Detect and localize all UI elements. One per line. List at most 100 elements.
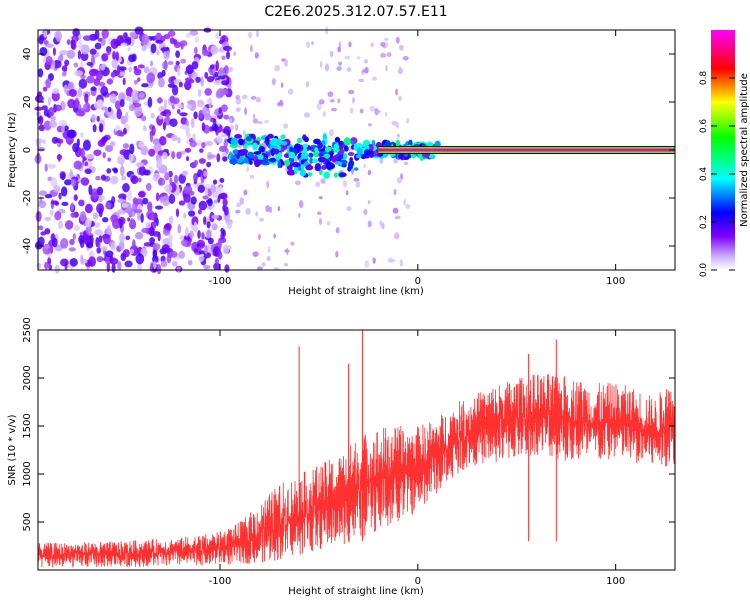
noise-blob bbox=[356, 56, 361, 60]
noise-blob bbox=[68, 247, 77, 252]
carrier-line-core bbox=[378, 148, 675, 152]
noise-blob bbox=[228, 118, 233, 124]
noise-blob bbox=[150, 112, 155, 119]
noise-blob bbox=[110, 71, 116, 78]
noise-blob bbox=[271, 78, 276, 86]
noise-blob bbox=[121, 202, 128, 208]
noise-blob bbox=[154, 205, 164, 210]
noise-blob bbox=[264, 119, 269, 124]
noise-blob bbox=[233, 51, 236, 56]
noise-blob bbox=[216, 153, 221, 163]
noise-blob bbox=[127, 217, 131, 222]
cluster-blob bbox=[253, 151, 262, 155]
noise-blob bbox=[190, 196, 197, 205]
noise-blob bbox=[93, 149, 102, 156]
noise-blob bbox=[219, 192, 228, 200]
noise-blob bbox=[141, 197, 149, 205]
cluster-blob bbox=[308, 152, 314, 158]
cluster-blob bbox=[300, 162, 305, 171]
noise-blob bbox=[217, 251, 223, 260]
noise-blob bbox=[396, 177, 402, 184]
noise-blob bbox=[77, 87, 83, 98]
noise-blob bbox=[181, 170, 189, 176]
noise-blob bbox=[116, 129, 123, 137]
noise-blob bbox=[138, 92, 145, 99]
noise-blob bbox=[162, 151, 168, 160]
noise-blob bbox=[152, 138, 161, 145]
noise-blob bbox=[218, 106, 222, 114]
noise-blob bbox=[372, 257, 376, 264]
noise-blob bbox=[133, 68, 142, 76]
noise-blob bbox=[177, 223, 182, 234]
noise-blob bbox=[221, 80, 230, 86]
noise-blob bbox=[135, 253, 145, 265]
noise-blob bbox=[175, 60, 180, 66]
noise-blob bbox=[163, 98, 167, 109]
noise-blob bbox=[153, 260, 157, 270]
noise-blob bbox=[133, 79, 138, 85]
noise-blob bbox=[101, 106, 108, 111]
cluster-blob bbox=[243, 157, 249, 164]
noise-blob bbox=[178, 250, 185, 259]
noise-blob bbox=[111, 263, 116, 273]
noise-blob bbox=[218, 67, 225, 77]
noise-blob bbox=[235, 107, 241, 112]
heatmap-x-tick-label: -100 bbox=[209, 276, 232, 287]
noise-blob bbox=[88, 256, 96, 267]
noise-blob bbox=[118, 92, 126, 103]
cluster-blob bbox=[296, 137, 302, 144]
noise-blob bbox=[187, 259, 193, 266]
noise-blob bbox=[40, 231, 47, 236]
noise-blob bbox=[183, 193, 191, 203]
noise-blob bbox=[66, 39, 71, 46]
noise-blob bbox=[43, 28, 48, 38]
cluster-blob bbox=[395, 139, 401, 147]
noise-blob bbox=[119, 71, 126, 77]
noise-blob bbox=[393, 188, 397, 196]
noise-blob bbox=[96, 115, 100, 122]
noise-blob bbox=[151, 125, 156, 136]
cluster-blob bbox=[343, 145, 349, 152]
noise-blob bbox=[167, 61, 174, 66]
noise-blob bbox=[394, 215, 401, 220]
noise-blob bbox=[48, 107, 55, 117]
noise-blob bbox=[49, 209, 54, 216]
cluster-blob bbox=[276, 138, 283, 146]
cluster-blob bbox=[427, 141, 433, 147]
noise-blob bbox=[100, 174, 107, 181]
noise-blob bbox=[94, 229, 103, 236]
cluster-blob bbox=[338, 172, 347, 178]
noise-blob bbox=[195, 76, 201, 83]
noise-blob bbox=[258, 233, 261, 241]
noise-blob bbox=[117, 198, 126, 204]
noise-blob bbox=[191, 61, 199, 70]
noise-blob bbox=[38, 36, 44, 45]
noise-blob bbox=[206, 161, 212, 168]
noise-blob bbox=[39, 196, 43, 204]
noise-blob bbox=[283, 123, 289, 129]
cluster-blob bbox=[238, 138, 244, 146]
noise-blob bbox=[73, 194, 78, 201]
noise-blob bbox=[49, 120, 58, 128]
noise-blob bbox=[220, 104, 228, 113]
noise-blob bbox=[193, 172, 198, 182]
noise-blob bbox=[223, 45, 232, 52]
noise-blob bbox=[195, 36, 199, 44]
noise-blob bbox=[86, 61, 94, 66]
noise-blob bbox=[201, 141, 206, 149]
noise-blob bbox=[107, 106, 112, 113]
cluster-blob bbox=[243, 144, 248, 150]
noise-blob bbox=[370, 42, 374, 47]
noise-blob bbox=[109, 257, 119, 265]
noise-blob bbox=[80, 52, 89, 62]
noise-blob bbox=[128, 104, 136, 112]
noise-blob bbox=[34, 106, 43, 111]
noise-blob bbox=[217, 75, 226, 80]
noise-blob bbox=[338, 61, 343, 66]
cluster-blob bbox=[355, 143, 363, 147]
noise-blob bbox=[170, 134, 178, 142]
noise-blob bbox=[97, 84, 101, 92]
noise-blob bbox=[184, 147, 192, 153]
noise-blob bbox=[98, 123, 104, 133]
heatmap-y-tick-label: 40 bbox=[22, 48, 33, 61]
